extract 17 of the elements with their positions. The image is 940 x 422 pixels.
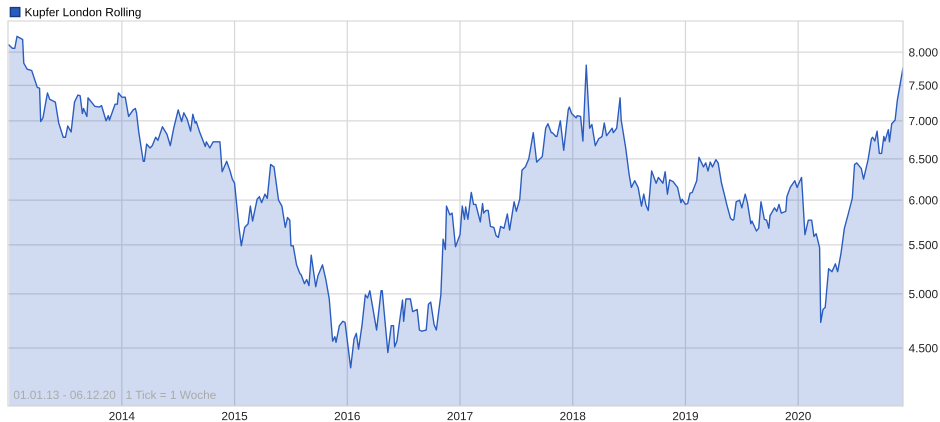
legend-label: Kupfer London Rolling [25, 8, 141, 19]
y-tick-label: 7.000 [909, 116, 938, 126]
y-tick-label: 6.000 [909, 196, 938, 204]
y-tick-label: 4.500 [908, 344, 938, 352]
x-tick-label: 2019 [672, 412, 698, 420]
x-tick-label: 2016 [334, 412, 360, 420]
y-tick-label: 7.500 [909, 81, 938, 90]
annotation: 01.01.13 - 06.12.20 1 Tick = 1 Woche [14, 390, 216, 400]
x-tick-label: 2017 [447, 412, 473, 420]
y-tick-label: 5.000 [909, 290, 938, 298]
y-tick-label: 5.500 [909, 240, 938, 250]
x-tick-label: 2018 [560, 412, 586, 420]
y-tick-label: 8.000 [909, 48, 938, 57]
x-tick-label: 2015 [222, 412, 248, 420]
x-tick-label: 2020 [786, 412, 811, 420]
x-tick-label: 2014 [109, 412, 135, 420]
y-tick-label: 6.500 [909, 154, 938, 164]
